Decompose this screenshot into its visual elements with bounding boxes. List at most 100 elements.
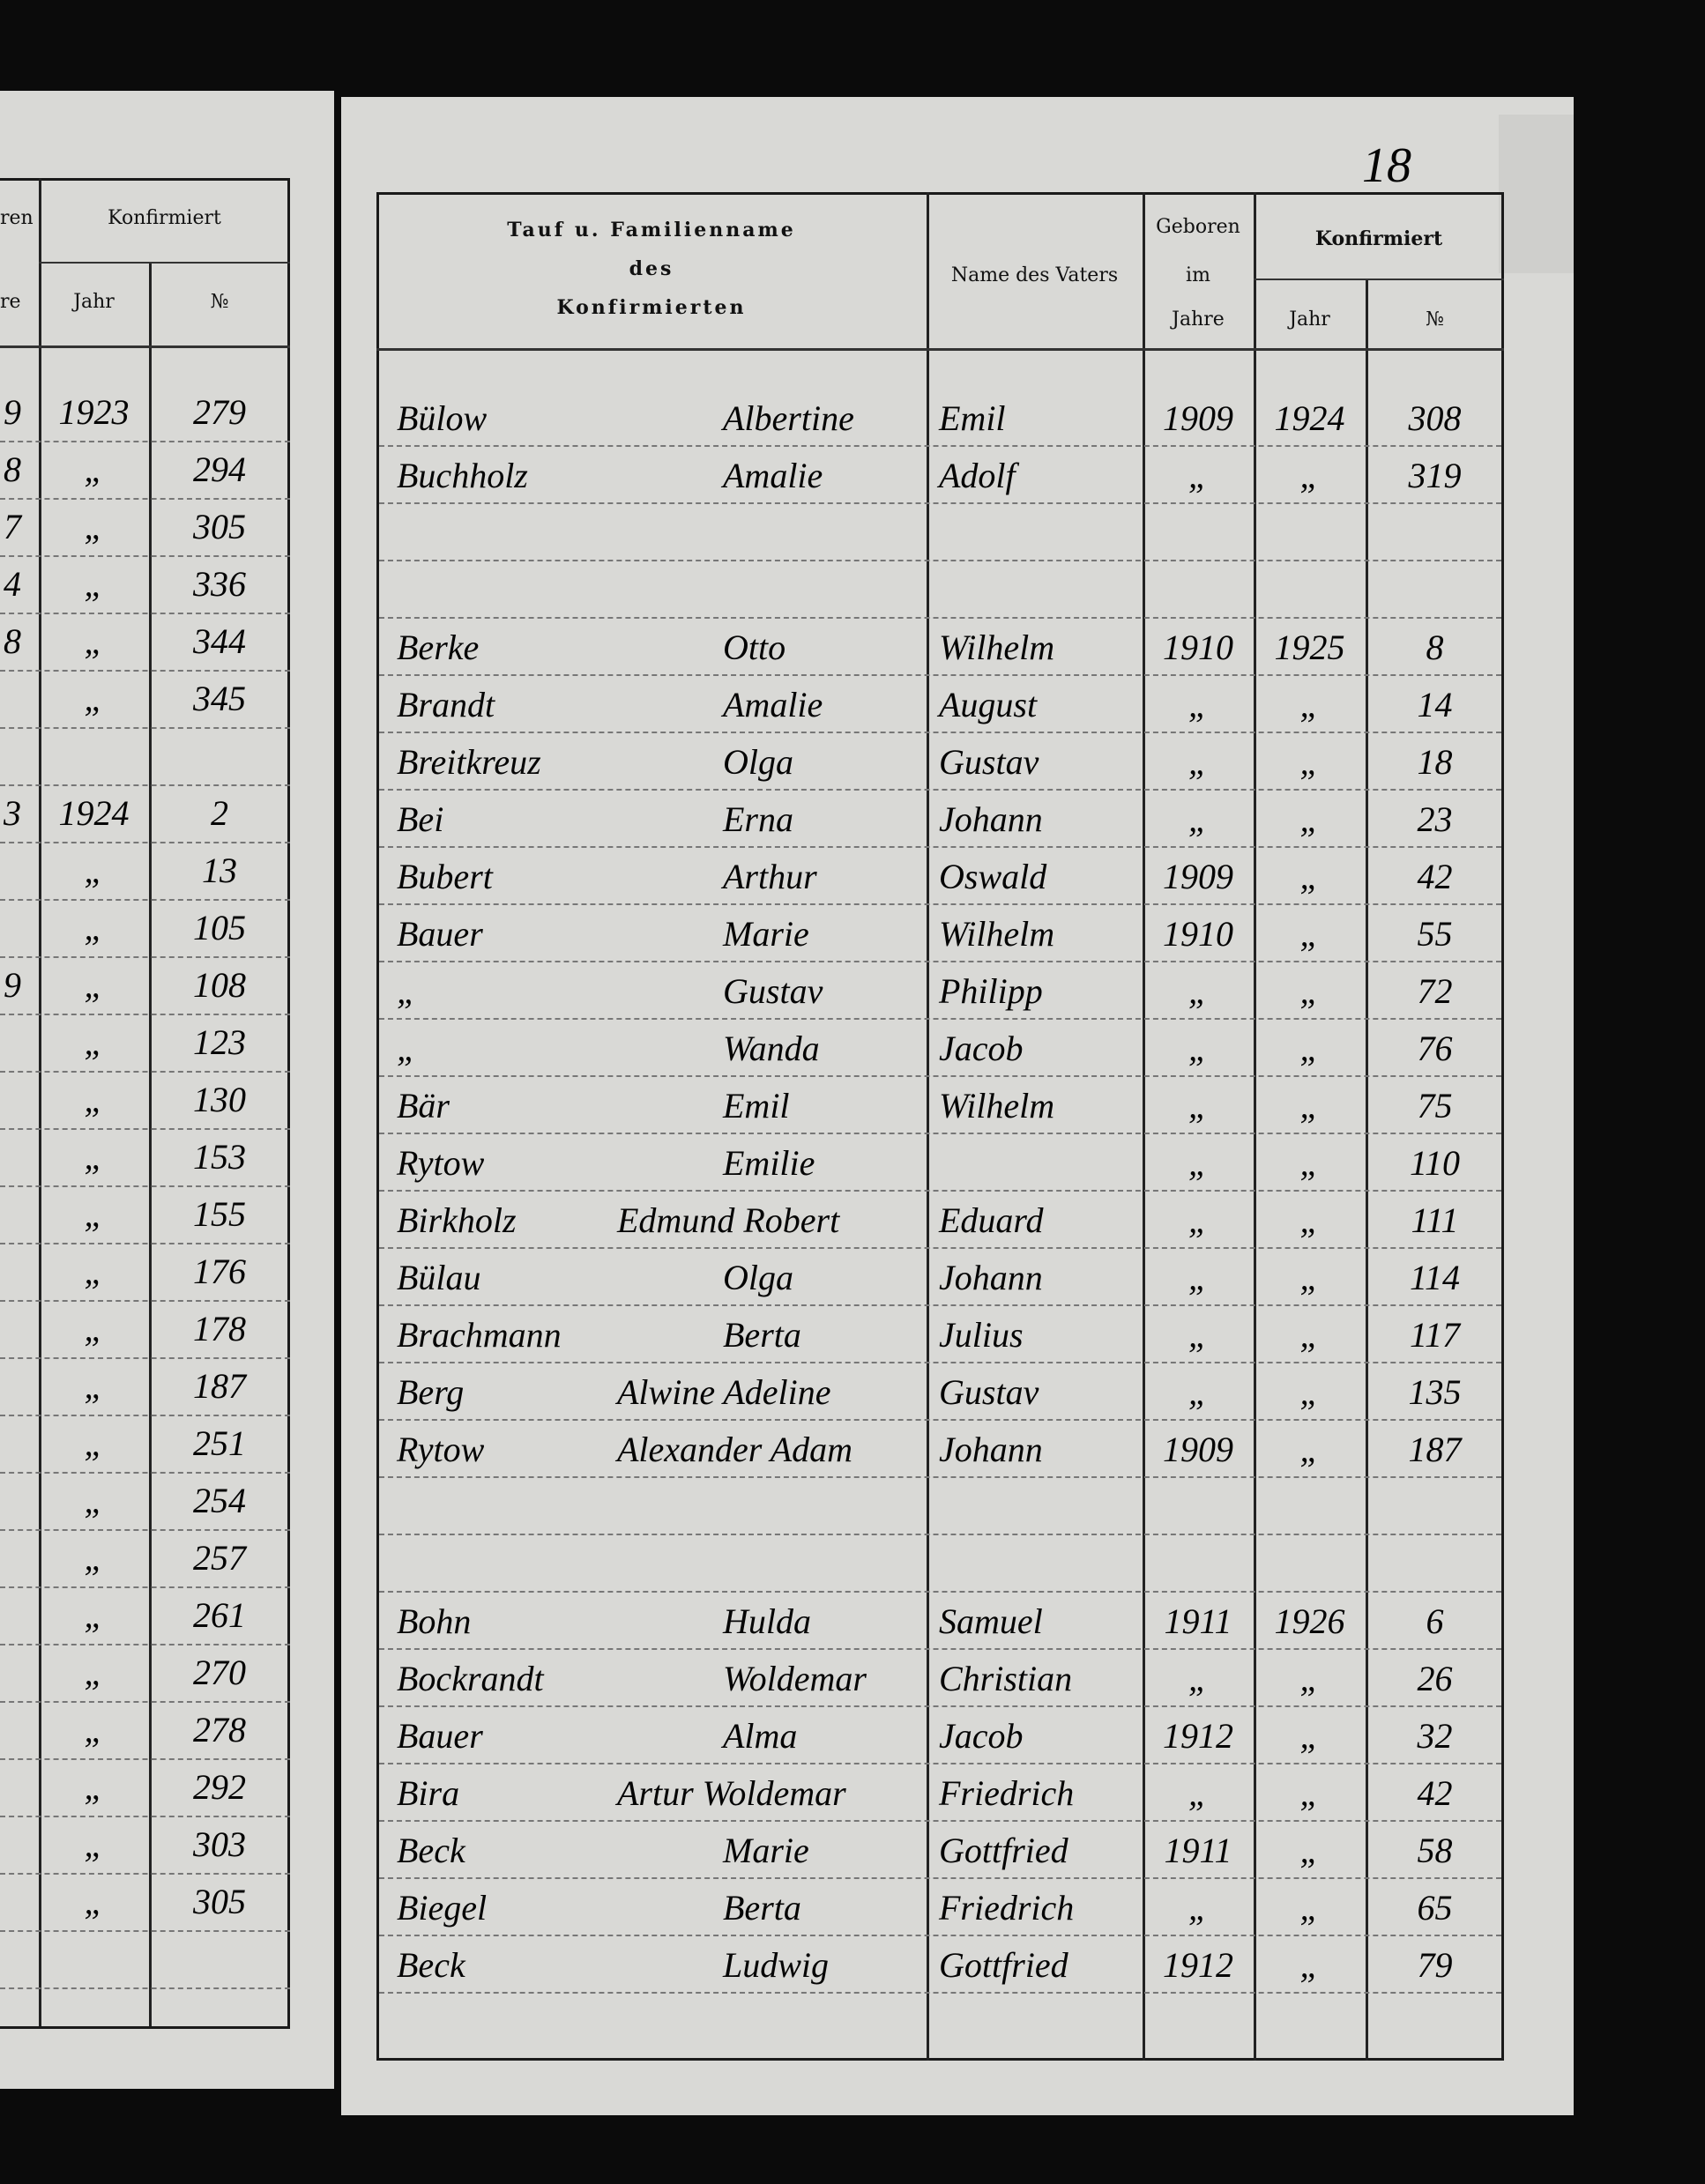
confirmed-year: „ [1299, 1200, 1320, 1240]
confirmed-number: 305 [193, 507, 246, 546]
confirmed-year: „ [1299, 799, 1320, 839]
ruling-line [0, 1128, 290, 1130]
birth-year: 1912 [1163, 1716, 1233, 1756]
father-name: Samuel [939, 1601, 1043, 1641]
birth-year: 1911 [1164, 1831, 1232, 1870]
confirmed-year: „ [1299, 1888, 1320, 1928]
ruling-line [379, 1419, 1501, 1421]
father-name: August [939, 685, 1038, 724]
confirmed-number: 261 [193, 1595, 246, 1635]
ruling-line [0, 1472, 290, 1474]
surname: Beck [397, 1831, 465, 1870]
surname: Berg [397, 1372, 465, 1412]
confirmed-number: 55 [1417, 914, 1453, 954]
surname: Beck [397, 1945, 465, 1985]
surname: „ [397, 1029, 417, 1068]
father-name: Gottfried [939, 1831, 1068, 1870]
surname: Birkholz [397, 1200, 517, 1240]
ruling-line [379, 1705, 1501, 1707]
birth-year: 1909 [1163, 857, 1233, 896]
birth-year: „ [1188, 456, 1209, 495]
born-year: 9 [4, 392, 21, 432]
surname: Bohn [397, 1601, 472, 1641]
ruling-line [379, 1018, 1501, 1020]
ruling-line [0, 1758, 290, 1760]
confirmed-year: „ [84, 1767, 104, 1807]
birth-year: „ [1188, 1315, 1209, 1355]
birth-year: „ [1188, 1773, 1209, 1813]
confirmed-number: 42 [1417, 1773, 1453, 1813]
confirmed-number: 105 [193, 908, 246, 947]
born-year: 4 [4, 564, 21, 604]
given-name: Berta [723, 1315, 801, 1355]
confirmed-year: „ [1299, 1086, 1320, 1125]
confirmed-year: „ [84, 1366, 104, 1406]
ruling-line [0, 1987, 290, 1989]
ruling-line [0, 1930, 290, 1932]
confirmed-number: 319 [1408, 456, 1462, 495]
given-name: Hulda [723, 1601, 811, 1641]
confirmed-year: „ [1299, 1945, 1320, 1985]
birth-year: 1910 [1163, 628, 1233, 667]
ruling-line [0, 1243, 290, 1244]
confirmed-number: 278 [193, 1710, 246, 1749]
surname: Biegel [397, 1888, 488, 1928]
header: Konfirmiert [1314, 227, 1443, 250]
confirmed-number: 108 [193, 965, 246, 1005]
surname: „ [397, 971, 417, 1011]
ruling-line [0, 1300, 290, 1302]
ruling-line [379, 1591, 1501, 1593]
surname: Bauer [397, 1716, 483, 1756]
surname: Buchholz [397, 456, 528, 495]
confirmed-number: 303 [193, 1824, 246, 1864]
birth-year: „ [1188, 1029, 1209, 1068]
ruling-line [379, 1763, 1501, 1764]
column-line [1366, 279, 1368, 2061]
surname: Bülow [397, 398, 488, 438]
confirmed-year: 1923 [58, 392, 130, 432]
birth-year: 1909 [1163, 1430, 1233, 1469]
ruling-line [0, 1701, 290, 1703]
birth-year: „ [1188, 742, 1209, 782]
confirmed-number: 178 [193, 1309, 246, 1348]
surname: Bär [397, 1086, 450, 1125]
confirmed-number: 23 [1417, 799, 1453, 839]
given-name: Olga [723, 1258, 793, 1297]
birth-year: 1912 [1163, 1945, 1233, 1985]
ruling-line [0, 670, 290, 672]
birth-year: „ [1188, 971, 1209, 1011]
confirmed-number: 130 [193, 1080, 246, 1119]
confirmed-year: „ [84, 1423, 104, 1463]
birth-year: „ [1188, 685, 1209, 724]
father-name: Gustav [939, 742, 1039, 782]
confirmed-number: 42 [1417, 857, 1453, 896]
birth-year: „ [1188, 1258, 1209, 1297]
header-line [39, 262, 290, 264]
confirmed-number: 114 [1409, 1258, 1461, 1297]
right-paper [341, 97, 1574, 2115]
confirmed-year: „ [1299, 857, 1320, 896]
confirmed-year: „ [84, 1080, 104, 1119]
surname: Bira [397, 1773, 460, 1813]
page-number: 18 [1362, 138, 1411, 193]
father-name: Wilhelm [939, 1086, 1055, 1125]
confirmed-number: 79 [1417, 1945, 1453, 1985]
father-name: Johann [939, 1258, 1043, 1297]
confirmed-number: 251 [193, 1423, 246, 1463]
column-line [39, 178, 41, 2026]
ruling-line [379, 1935, 1501, 1936]
confirmed-number: 13 [202, 851, 237, 890]
birth-year: „ [1188, 1143, 1209, 1183]
ruling-line [379, 1304, 1501, 1306]
confirmed-year: „ [84, 1538, 104, 1578]
given-name: Ludwig [723, 1945, 830, 1985]
surname: Bei [397, 799, 444, 839]
confirmed-year: „ [84, 1710, 104, 1749]
header: Konfirmierten [556, 296, 747, 319]
confirmed-year: „ [1299, 1659, 1320, 1698]
father-name: Johann [939, 799, 1043, 839]
ruling-line [379, 445, 1501, 447]
father-name: Friedrich [939, 1888, 1075, 1928]
given-name: Artur Woldemar [617, 1773, 846, 1813]
